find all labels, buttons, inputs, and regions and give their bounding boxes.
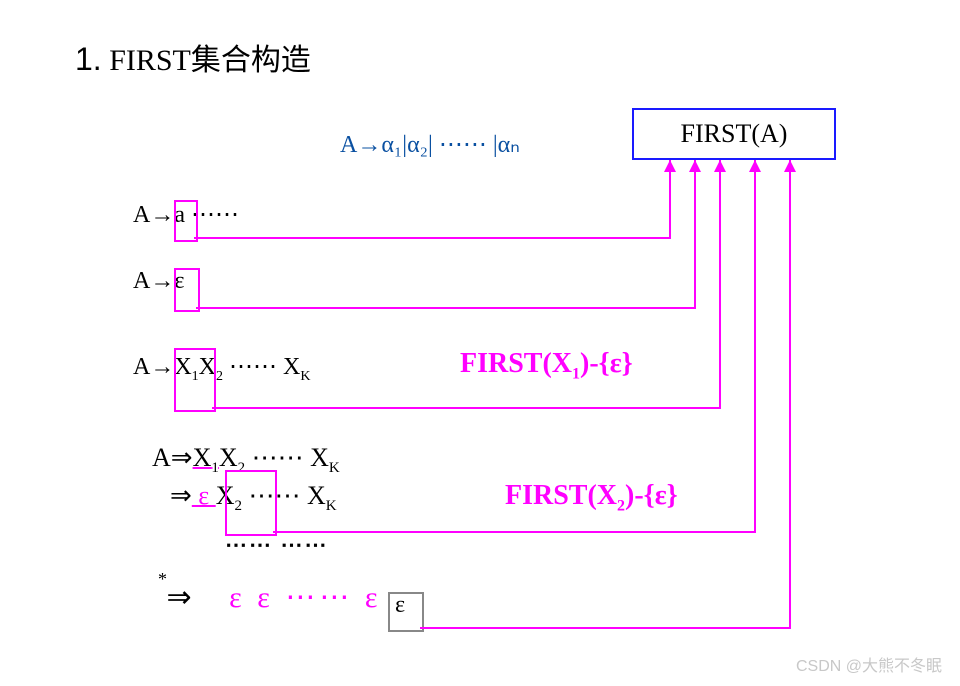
highlight-box-x1 <box>174 348 216 412</box>
deriv-final: * ⇒ ε ε ⋯⋯ ε <box>150 580 381 615</box>
first-a-box: FIRST(A) <box>632 108 836 160</box>
highlight-box-eps <box>174 268 200 312</box>
star-asterisk: * <box>158 569 167 589</box>
grammar-rule: A→α₁|α₂| ⋯⋯ |αₙ <box>340 130 520 159</box>
eps-final-label: ε <box>395 592 405 619</box>
watermark: CSDN @大熊不冬眠 <box>796 652 942 676</box>
highlight-box-x2 <box>225 470 277 536</box>
annotation-first-x1: FIRST(X1)-{ε} <box>460 348 633 384</box>
annotation-first-x2: FIRST(X2)-{ε} <box>505 480 678 516</box>
connector-arrows <box>0 0 960 686</box>
rule-3: A→X1X2 ⋯⋯ XK <box>133 352 310 385</box>
highlight-box-eps-final <box>388 592 424 632</box>
page-title: 1. FIRST集合构造 <box>75 35 311 79</box>
highlight-box-a <box>174 200 198 242</box>
